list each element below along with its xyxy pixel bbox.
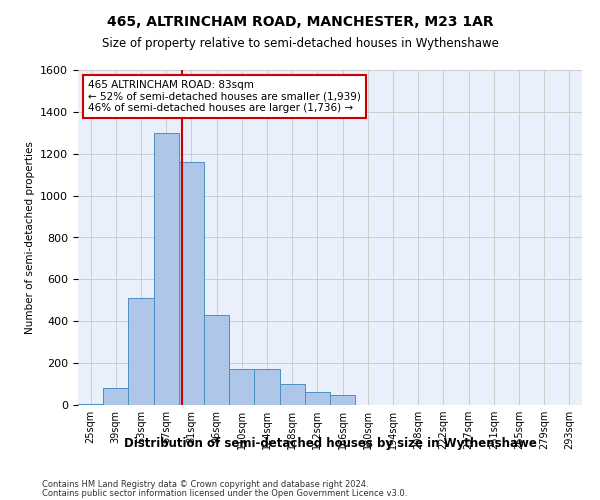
Text: 465 ALTRINCHAM ROAD: 83sqm
← 52% of semi-detached houses are smaller (1,939)
46%: 465 ALTRINCHAM ROAD: 83sqm ← 52% of semi… [88,80,361,113]
Text: 465, ALTRINCHAM ROAD, MANCHESTER, M23 1AR: 465, ALTRINCHAM ROAD, MANCHESTER, M23 1A… [107,15,493,29]
Bar [254,370,280,405]
Y-axis label: Number of semi-detached properties: Number of semi-detached properties [25,141,35,334]
Bar [103,388,128,405]
Bar [280,384,305,405]
Bar [128,298,154,405]
Text: Distribution of semi-detached houses by size in Wythenshawe: Distribution of semi-detached houses by … [124,438,536,450]
Text: Contains public sector information licensed under the Open Government Licence v3: Contains public sector information licen… [42,488,407,498]
Bar [330,394,355,405]
Text: Size of property relative to semi-detached houses in Wythenshawe: Size of property relative to semi-detach… [101,38,499,51]
Bar [204,315,229,405]
Bar [78,404,103,405]
Text: Contains HM Land Registry data © Crown copyright and database right 2024.: Contains HM Land Registry data © Crown c… [42,480,368,489]
Bar [179,162,204,405]
Bar [154,133,179,405]
Bar [229,370,254,405]
Bar [305,392,330,405]
